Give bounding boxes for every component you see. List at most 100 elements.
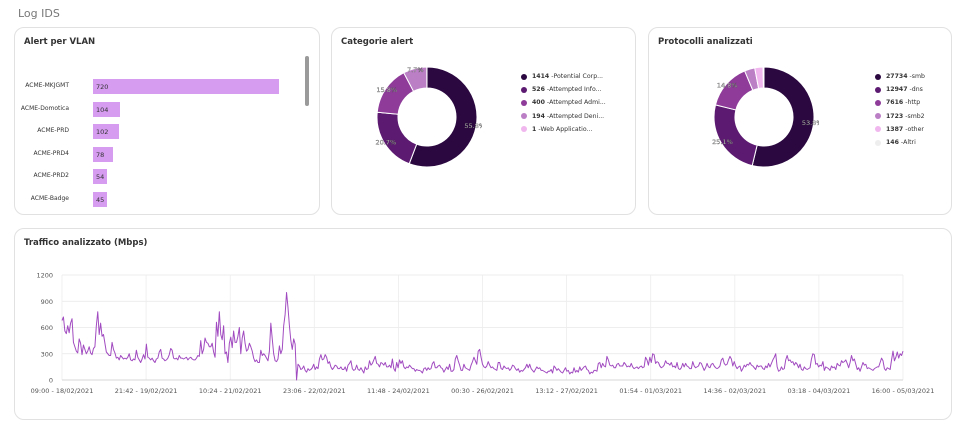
- category-slice[interactable]: [408, 66, 478, 168]
- vlan-bar-value: 102: [96, 128, 109, 136]
- legend-label: Potential Corp...: [553, 73, 604, 81]
- vlan-bar-value: 45: [96, 195, 105, 204]
- legend-label: http: [907, 99, 921, 107]
- vlan-bar-row[interactable]: ACME-PRD 102: [15, 124, 305, 140]
- vlan-bar[interactable]: 720: [93, 79, 279, 94]
- legend-color-dot: [875, 139, 881, 146]
- legend-separator: -: [905, 112, 908, 120]
- legend-separator: -: [909, 86, 912, 94]
- x-tick-label: 21:42 - 19/02/2021: [115, 387, 178, 395]
- legend-label: smb2: [907, 112, 925, 120]
- legend-label: smb: [911, 73, 925, 81]
- vlan-card-title: Alert per VLAN: [24, 37, 96, 47]
- legend-separator: -: [905, 99, 908, 107]
- vlan-bar-label: ACME-PRD4: [33, 149, 69, 157]
- y-tick-label: 600: [41, 324, 53, 332]
- legend-count: 1: [532, 125, 537, 133]
- vlan-bar[interactable]: 54: [93, 169, 107, 184]
- protocol-slice[interactable]: [751, 66, 815, 168]
- protocols-card-title: Protocolli analizzati: [658, 37, 753, 47]
- vlan-scrollbar[interactable]: [305, 56, 309, 214]
- traffic-card: Traffico analizzato (Mbps) 1200 900 600 300…: [14, 228, 952, 420]
- vlan-bar-label: ACME-PRD2: [33, 172, 69, 179]
- legend-count: 526: [532, 86, 545, 94]
- legend-count: 194: [532, 112, 545, 120]
- legend-count: 400: [532, 99, 545, 107]
- vlan-bar[interactable]: 104: [93, 101, 120, 117]
- legend-color-dot: [521, 113, 527, 120]
- protocols-donut-chart: 53.8% 25.1% 14.8%: [712, 66, 819, 168]
- legend-label: dns: [911, 86, 923, 94]
- x-tick-label: 11:48 - 24/02/2021: [367, 387, 430, 395]
- vlan-bar[interactable]: 102: [93, 124, 120, 139]
- category-legend-item[interactable]: 1414 - Potential Corp...: [521, 70, 606, 83]
- legend-count: 7616: [886, 99, 904, 107]
- protocol-slice[interactable]: [713, 104, 758, 167]
- vlan-bar[interactable]: 78: [93, 146, 114, 162]
- legend-label: Attempted Info...: [549, 86, 602, 94]
- traffic-line-chart: 1200 900 600 300 0 09:00 - 18/02/2021 21:42 - …: [31, 272, 935, 396]
- legend-separator: -: [538, 125, 541, 133]
- vlan-bar-row[interactable]: ACME-MKJGMT 720: [15, 79, 305, 95]
- legend-label: Altri: [903, 139, 916, 147]
- legend-label: Web Applicatio...: [540, 125, 593, 133]
- legend-label: other: [907, 125, 924, 133]
- protocol-legend-item[interactable]: 12947 - dns: [875, 83, 925, 96]
- vlan-bar-row[interactable]: ACME-PRD2 54: [15, 169, 305, 185]
- legend-separator: -: [551, 73, 554, 81]
- protocol-slice[interactable]: [762, 66, 765, 89]
- vlan-bar-row[interactable]: ACME-Badge 45: [15, 191, 305, 208]
- x-tick-label: 23:06 - 22/02/2021: [283, 387, 346, 395]
- vlan-bar-value: 720: [96, 83, 109, 91]
- x-tick-label: 10:24 - 21/02/2021: [199, 387, 262, 395]
- traffic-card-title: Traffico analizzato (Mbps): [24, 238, 148, 248]
- x-tick-label: 16:00 - 05/03/2021: [872, 387, 935, 395]
- category-legend-item[interactable]: 400 - Attempted Admi...: [521, 96, 606, 109]
- vlan-alert-card: Alert per VLAN ACME-MKJGMT 720 ACME-Domoti…: [14, 27, 320, 215]
- categories-legend: 1414 - Potential Corp... 526 - Attempted …: [521, 70, 606, 136]
- legend-color-dot: [521, 99, 527, 106]
- vlan-bar-row[interactable]: ACME-Domotica 104: [15, 101, 305, 118]
- vlan-scrollbar-thumb[interactable]: [305, 56, 309, 106]
- protocol-slice-label: 53.8%: [802, 119, 819, 127]
- protocols-card: Protocolli analizzati 53.8% 25.1% 14.8% 27…: [648, 27, 952, 215]
- category-legend-item[interactable]: 194 - Attempted Deni...: [521, 110, 606, 123]
- protocol-legend-item[interactable]: 1387 - other: [875, 123, 925, 136]
- vlan-bar[interactable]: 45: [93, 191, 107, 207]
- vlan-bar-value: 104: [96, 105, 109, 114]
- page-title: Log IDS: [18, 7, 60, 20]
- protocol-slice-label: 25.1%: [712, 138, 733, 146]
- protocol-legend-item[interactable]: 146 - Altri: [875, 136, 925, 149]
- y-tick-label: 0: [49, 377, 53, 385]
- category-slice-label: 55.8%: [464, 122, 482, 130]
- legend-count: 12947: [886, 86, 908, 94]
- x-tick-label: 03:18 - 04/03/2021: [788, 387, 851, 395]
- category-slice-label: 7.7%: [407, 66, 424, 74]
- protocols-legend: 27734 - smb 12947 - dns 7616 - http 1723 - …: [875, 70, 925, 149]
- legend-color-dot: [875, 73, 881, 80]
- legend-label: Attempted Deni...: [549, 112, 605, 120]
- x-tick-label: 01:54 - 01/03/2021: [619, 387, 682, 395]
- legend-separator: -: [900, 139, 904, 147]
- legend-color-dot: [875, 86, 881, 93]
- traffic-series-line[interactable]: [61, 292, 904, 381]
- legend-separator: -: [546, 112, 550, 120]
- legend-count: 1387: [886, 125, 904, 133]
- legend-separator: -: [546, 99, 550, 107]
- x-tick-label: 00:30 - 26/02/2021: [451, 387, 514, 395]
- categories-card-title: Categorie alert: [341, 37, 414, 47]
- category-legend-item[interactable]: 526 - Attempted Info...: [521, 83, 606, 96]
- x-tick-label: 13:12 - 27/02/2021: [535, 387, 598, 395]
- legend-separator: -: [546, 86, 550, 94]
- vlan-bar-row[interactable]: ACME-PRD4 78: [15, 146, 305, 163]
- protocol-slice-label: 14.8%: [717, 81, 738, 89]
- category-legend-item[interactable]: 1 - Web Applicatio...: [521, 123, 606, 136]
- legend-label: Attempted Admi...: [549, 99, 606, 107]
- protocol-legend-item[interactable]: 27734 - smb: [875, 70, 925, 83]
- legend-separator: -: [905, 125, 908, 133]
- protocol-legend-item[interactable]: 7616 - http: [875, 96, 925, 109]
- y-tick-label: 1200: [36, 272, 53, 280]
- vlan-bar-label: ACME-Badge: [30, 194, 69, 202]
- protocol-legend-item[interactable]: 1723 - smb2: [875, 110, 925, 123]
- legend-color-dot: [875, 113, 881, 120]
